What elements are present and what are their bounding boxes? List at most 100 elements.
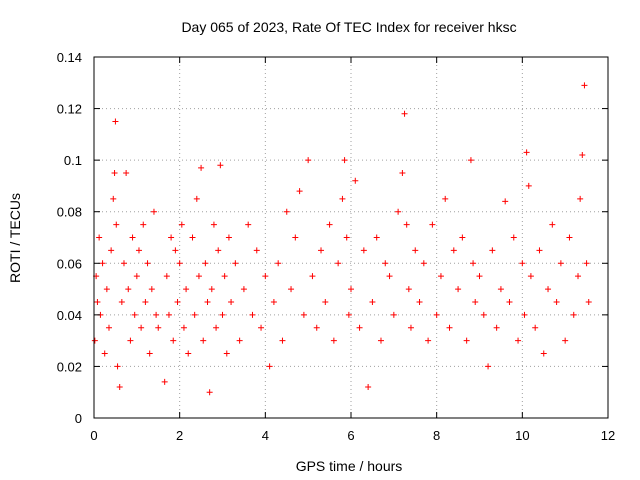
data-point [240, 286, 247, 293]
data-point [345, 311, 352, 318]
data-point [270, 298, 277, 305]
y-axis-label: ROTI / TECUs [7, 193, 23, 283]
data-point [318, 247, 325, 254]
data-point [399, 170, 406, 177]
data-point [125, 286, 132, 293]
data-point [455, 286, 462, 293]
data-point [127, 337, 134, 344]
data-point [198, 164, 205, 171]
data-point [249, 311, 256, 318]
data-point [138, 324, 145, 331]
data-point [191, 311, 198, 318]
data-point [309, 273, 316, 280]
data-point [140, 221, 147, 228]
data-point [566, 234, 573, 241]
data-point [420, 260, 427, 267]
data-point [476, 273, 483, 280]
data-point [425, 337, 432, 344]
data-point [110, 195, 117, 202]
data-point [99, 260, 106, 267]
data-point [525, 182, 532, 189]
data-point [155, 324, 162, 331]
data-points [91, 82, 592, 396]
data-point [213, 324, 220, 331]
data-point [395, 208, 402, 215]
data-point [369, 298, 376, 305]
data-point [215, 247, 222, 254]
data-point [176, 260, 183, 267]
y-tick-label: 0.02 [57, 359, 82, 374]
data-point [253, 247, 260, 254]
data-point [581, 82, 588, 89]
data-point [91, 337, 98, 344]
data-point [142, 298, 149, 305]
chart-title: Day 065 of 2023, Rate Of TEC Index for r… [181, 19, 516, 35]
data-point [373, 234, 380, 241]
data-point [527, 273, 534, 280]
data-point [200, 337, 207, 344]
data-point [356, 324, 363, 331]
data-point [262, 273, 269, 280]
data-point [510, 234, 517, 241]
data-point [114, 363, 121, 370]
data-point [523, 149, 530, 156]
data-point [521, 311, 528, 318]
data-point [437, 273, 444, 280]
data-point [236, 337, 243, 344]
x-tick-label: 12 [601, 428, 615, 443]
data-point [407, 324, 414, 331]
data-point [120, 260, 127, 267]
data-point [322, 298, 329, 305]
data-point [467, 157, 474, 164]
data-point [570, 311, 577, 318]
data-point [401, 110, 408, 117]
data-point [185, 350, 192, 357]
data-point [105, 324, 112, 331]
data-point [545, 286, 552, 293]
data-point [575, 273, 582, 280]
data-point [258, 324, 265, 331]
data-point [429, 221, 436, 228]
data-point [103, 286, 110, 293]
data-point [360, 247, 367, 254]
data-point [515, 337, 522, 344]
y-tick-label: 0 [75, 411, 82, 426]
data-point [101, 350, 108, 357]
data-point [585, 298, 592, 305]
data-point [485, 363, 492, 370]
data-point [131, 311, 138, 318]
data-point [352, 177, 359, 184]
data-point [163, 273, 170, 280]
y-tick-labels: 0 0.02 0.04 0.06 0.08 0.1 0.12 0.14 [57, 50, 82, 426]
data-point [562, 337, 569, 344]
data-point [335, 260, 342, 267]
data-point [279, 337, 286, 344]
data-point [210, 221, 217, 228]
data-point [219, 311, 226, 318]
data-point [489, 247, 496, 254]
y-tick-label: 0.1 [64, 153, 82, 168]
data-point [168, 234, 175, 241]
data-point [129, 234, 136, 241]
x-tick-label: 2 [176, 428, 183, 443]
x-tick-label: 0 [90, 428, 97, 443]
data-point [326, 221, 333, 228]
data-point [232, 260, 239, 267]
x-tick-label: 10 [515, 428, 529, 443]
x-axis-label: GPS time / hours [296, 458, 403, 474]
data-point [178, 221, 185, 228]
data-point [217, 162, 224, 169]
data-point [204, 298, 211, 305]
data-point [470, 260, 477, 267]
data-point [442, 195, 449, 202]
data-point [343, 234, 350, 241]
data-point [208, 286, 215, 293]
data-point [225, 234, 232, 241]
data-point [108, 247, 115, 254]
data-point [94, 298, 101, 305]
data-point [180, 324, 187, 331]
data-point [386, 273, 393, 280]
data-point [292, 234, 299, 241]
data-point [330, 337, 337, 344]
